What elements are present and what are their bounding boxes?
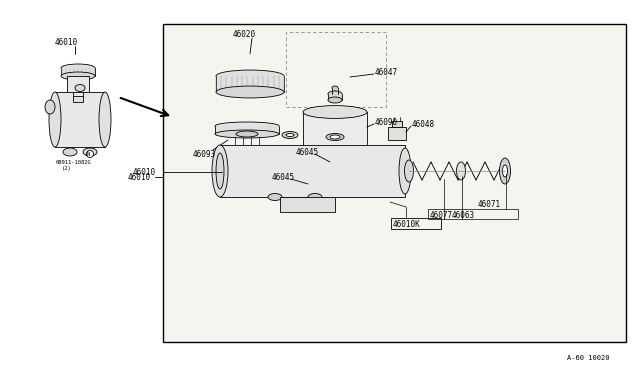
Bar (215, 126, 279, 134)
Bar (67, 76, 89, 96)
Text: 46020: 46020 (233, 29, 256, 38)
Ellipse shape (216, 86, 284, 98)
Bar (428, 209, 518, 219)
Text: 46047: 46047 (375, 67, 398, 77)
Bar (61, 68, 95, 76)
Text: (2): (2) (62, 166, 72, 170)
Ellipse shape (63, 148, 77, 156)
Ellipse shape (404, 160, 413, 182)
Ellipse shape (86, 151, 93, 157)
Bar (70, 94, 86, 102)
Ellipse shape (61, 72, 95, 80)
Bar (286, 32, 386, 107)
Text: 46045: 46045 (272, 173, 295, 182)
Ellipse shape (215, 130, 279, 138)
Text: N: N (86, 151, 90, 157)
Ellipse shape (399, 148, 411, 194)
Ellipse shape (49, 92, 61, 147)
Ellipse shape (268, 193, 282, 201)
Bar (388, 127, 406, 140)
Bar (55, 92, 105, 147)
Bar (216, 76, 284, 92)
Ellipse shape (212, 145, 228, 197)
Bar (280, 197, 335, 212)
Ellipse shape (236, 131, 258, 137)
Text: 46063: 46063 (452, 211, 475, 219)
Text: 46010: 46010 (128, 173, 151, 182)
Text: 46048: 46048 (412, 119, 435, 128)
Ellipse shape (216, 153, 224, 189)
Ellipse shape (308, 193, 322, 201)
Text: 46045: 46045 (296, 148, 319, 157)
Text: 08911-1082G: 08911-1082G (56, 160, 92, 164)
Bar (163, 24, 626, 342)
Text: 46010K: 46010K (393, 219, 420, 228)
Ellipse shape (282, 131, 298, 138)
Text: 46093: 46093 (193, 150, 216, 158)
Ellipse shape (99, 92, 111, 147)
Ellipse shape (332, 86, 338, 90)
Ellipse shape (328, 91, 342, 97)
Ellipse shape (286, 134, 294, 137)
Text: A-60 10020: A-60 10020 (568, 355, 610, 361)
Text: 46010: 46010 (55, 38, 78, 46)
Ellipse shape (75, 84, 85, 92)
Ellipse shape (61, 64, 95, 72)
Ellipse shape (83, 148, 97, 156)
Ellipse shape (330, 135, 340, 139)
Ellipse shape (499, 158, 511, 184)
Ellipse shape (215, 122, 279, 130)
Bar (328, 94, 342, 100)
Bar (303, 112, 367, 172)
Bar (391, 218, 441, 229)
Ellipse shape (456, 162, 465, 180)
Bar (332, 88, 338, 90)
Ellipse shape (303, 166, 367, 179)
Ellipse shape (303, 106, 367, 118)
Ellipse shape (326, 134, 344, 141)
Text: 46090: 46090 (375, 118, 398, 126)
Ellipse shape (216, 70, 284, 82)
Text: 46071: 46071 (478, 199, 501, 208)
Text: 46077: 46077 (430, 211, 453, 219)
Ellipse shape (328, 97, 342, 103)
Bar (73, 96, 83, 102)
Text: 46010: 46010 (133, 167, 156, 176)
Ellipse shape (502, 165, 508, 177)
Bar (392, 121, 402, 127)
Ellipse shape (45, 100, 55, 114)
Bar (220, 145, 405, 197)
